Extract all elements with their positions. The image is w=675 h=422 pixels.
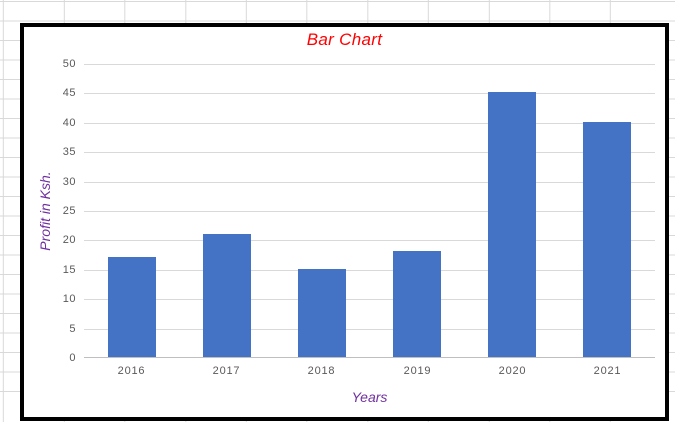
x-tick-label: 2016	[117, 365, 146, 377]
y-tick-label: 50	[62, 58, 76, 70]
gridline	[84, 329, 655, 330]
x-tick-label: 2020	[498, 365, 527, 377]
bar-chart-object[interactable]: Bar Chart Profit in Ksh. 0 5 10 15 20 25 30 35 4…	[20, 23, 669, 421]
bar-2021[interactable]	[583, 122, 631, 357]
gridline	[84, 270, 655, 271]
bar-2016[interactable]	[108, 257, 156, 357]
plot-area	[84, 64, 655, 358]
gridline	[84, 240, 655, 241]
y-tick-label: 10	[62, 293, 76, 305]
gridline	[84, 152, 655, 153]
bar-2018[interactable]	[298, 269, 346, 357]
x-tick-label: 2019	[403, 365, 432, 377]
y-tick-label: 0	[69, 352, 76, 364]
bar-2020[interactable]	[488, 92, 536, 357]
chart-title: Bar Chart	[306, 30, 383, 49]
y-tick-label: 25	[62, 205, 76, 217]
gridline	[84, 211, 655, 212]
gridline	[84, 299, 655, 300]
y-tick-label: 30	[62, 176, 76, 188]
x-tick-label: 2021	[593, 365, 622, 377]
x-tick-label: 2017	[212, 365, 241, 377]
gridline	[84, 182, 655, 183]
x-axis-title: Years	[351, 389, 388, 405]
gridline	[84, 123, 655, 124]
y-tick-label: 5	[69, 323, 76, 335]
y-axis-tick-labels: 0 5 10 15 20 25 30 35 40 45 50	[24, 58, 76, 364]
y-tick-label: 15	[62, 264, 76, 276]
x-axis-tick-labels: 2016 2017 2018 2019 2020 2021	[84, 365, 655, 379]
y-tick-label: 45	[62, 87, 76, 99]
x-tick-label: 2018	[307, 365, 336, 377]
gridline	[84, 64, 655, 65]
y-tick-label: 20	[62, 234, 76, 246]
y-tick-label: 40	[62, 117, 76, 129]
bar-2017[interactable]	[203, 234, 251, 357]
bar-2019[interactable]	[393, 251, 441, 357]
y-tick-label: 35	[62, 146, 76, 158]
gridline	[84, 93, 655, 94]
